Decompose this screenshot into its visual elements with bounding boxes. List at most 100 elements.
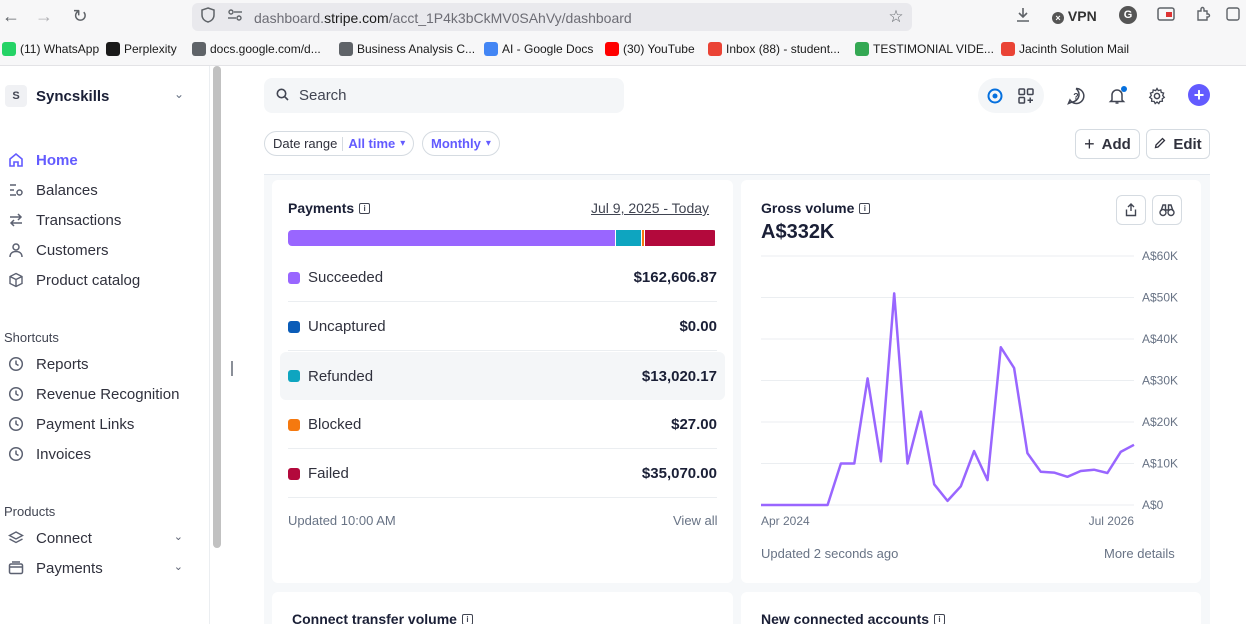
globe-icon: [339, 42, 353, 56]
payment-status-row[interactable]: Succeeded $162,606.87: [288, 254, 717, 302]
profile-avatar[interactable]: G: [1119, 6, 1137, 26]
extensions-icon[interactable]: [1195, 6, 1211, 26]
bookmark-item[interactable]: AI - Google Docs: [484, 42, 593, 56]
transactions-icon: [7, 211, 25, 229]
sidebar-item-label: Payments: [36, 559, 103, 577]
new-connected-accounts-title-text: New connected accounts: [761, 611, 930, 624]
sidebar-item-customers[interactable]: Customers: [7, 238, 197, 262]
info-icon[interactable]: i: [359, 202, 371, 214]
bookmark-item[interactable]: (11) WhatsApp: [2, 42, 99, 56]
payment-status-value: $162,606.87: [633, 269, 717, 286]
info-icon[interactable]: i: [859, 202, 871, 214]
bar-segment-failed: [644, 230, 715, 246]
vpn-indicator[interactable]: × VPN: [1052, 6, 1097, 26]
sidebar-item-label: Connect: [36, 529, 92, 547]
add-button[interactable]: + Add: [1075, 129, 1140, 159]
connect-transfer-card: [272, 592, 733, 624]
info-icon[interactable]: i: [934, 613, 946, 624]
payment-status-row[interactable]: Refunded $13,020.17: [280, 352, 725, 400]
chevron-down-icon: ▾: [400, 138, 406, 149]
payments-title: Payments i: [288, 200, 371, 216]
sidebar-item-product-catalog[interactable]: Product catalog: [7, 268, 197, 292]
share-button[interactable]: [1116, 195, 1146, 225]
interval-filter[interactable]: Monthly ▾: [422, 131, 500, 156]
bookmark-item[interactable]: Jacinth Solution Mail: [1001, 42, 1129, 56]
address-bar[interactable]: dashboard.stripe.com/acct_1P4k3bCkMV0SAh…: [192, 3, 912, 31]
profile-initial: G: [1119, 6, 1137, 24]
sidebar-item-payments[interactable]: Payments ⌄: [7, 556, 197, 580]
payment-status-label: Refunded: [308, 367, 374, 385]
sidebar-resize-handle[interactable]: [231, 361, 233, 376]
notifications-icon[interactable]: [1105, 84, 1129, 108]
payments-breakdown-bar: [288, 230, 717, 246]
assistant-icon[interactable]: [983, 84, 1007, 108]
download-icon[interactable]: [1014, 6, 1032, 26]
reload-icon[interactable]: ↻: [72, 6, 88, 26]
help-icon[interactable]: ?: [1064, 84, 1088, 108]
binoculars-icon: [1159, 204, 1175, 217]
sidebar-item-label: Payment Links: [36, 415, 135, 433]
search-input[interactable]: [299, 87, 599, 104]
new-connected-accounts-title: New connected accounts i: [761, 611, 946, 624]
account-switcher[interactable]: S Syncskills ⌄: [5, 85, 190, 107]
bookmark-item[interactable]: TESTIMONIAL VIDE...: [855, 42, 994, 56]
connect-icon: [7, 529, 25, 547]
sidebar-scrollbar[interactable]: [213, 66, 221, 548]
share-icon: [1125, 203, 1137, 217]
shield-icon[interactable]: [198, 7, 218, 27]
perplexity-icon: [106, 42, 120, 56]
clock-icon: [7, 445, 25, 463]
sidebar-item-connect[interactable]: Connect ⌄: [7, 526, 197, 550]
sidebar-item-revenue-recognition[interactable]: Revenue Recognition: [7, 382, 197, 406]
sidebar-item-reports[interactable]: Reports: [7, 352, 197, 376]
create-plus-button[interactable]: +: [1188, 84, 1210, 106]
plus-icon: +: [1084, 133, 1095, 154]
bookmark-item[interactable]: (30) YouTube: [605, 42, 695, 56]
browser-toolbar: ← → ↻ dashboard.stripe.com/acct_1P4k3bCk…: [0, 0, 1246, 33]
sidebar-item-label: Customers: [36, 241, 109, 259]
connect-transfer-title: Connect transfer volume i: [292, 611, 473, 624]
date-range-filter[interactable]: Date range All time ▾: [264, 131, 415, 156]
bookmark-item[interactable]: Business Analysis C...: [339, 42, 475, 56]
status-color-swatch: [288, 370, 300, 382]
sidebar-item-transactions[interactable]: Transactions: [7, 208, 197, 232]
payments-date-range-link[interactable]: Jul 9, 2025 - Today: [591, 200, 710, 216]
gross-volume-value: A$332K: [761, 221, 835, 243]
back-icon[interactable]: ←: [2, 6, 20, 26]
sidebar-item-label: Product catalog: [36, 271, 141, 289]
forward-icon[interactable]: →: [35, 6, 53, 26]
sidebar-item-payment-links[interactable]: Payment Links: [7, 412, 197, 436]
whatsapp-icon: [2, 42, 16, 56]
payment-status-row[interactable]: Failed $35,070.00: [288, 450, 717, 498]
sidebar-item-invoices[interactable]: Invoices: [7, 442, 197, 466]
edit-label: Edit: [1173, 135, 1202, 153]
gross-volume-more-details-link[interactable]: More details: [1104, 546, 1175, 561]
site-permissions-icon[interactable]: [225, 7, 245, 27]
url-text[interactable]: dashboard.stripe.com/acct_1P4k3bCkMV0SAh…: [254, 10, 632, 26]
url-path: /acct_1P4k3bCkMV0SAhVy/dashboard: [388, 10, 632, 26]
sidebar-item-balances[interactable]: Balances: [7, 178, 197, 202]
info-icon[interactable]: i: [461, 613, 473, 624]
interval-value: Monthly: [431, 136, 481, 151]
payments-icon: [7, 559, 25, 577]
payment-status-row[interactable]: Uncaptured $0.00: [288, 303, 717, 351]
bookmark-item[interactable]: docs.google.com/d...: [192, 42, 321, 56]
payment-status-label: Blocked: [308, 416, 362, 433]
customers-icon: [7, 241, 25, 259]
payment-status-row[interactable]: Blocked $27.00: [288, 401, 717, 449]
screenshot-icon[interactable]: [1157, 6, 1175, 26]
payments-view-all-link[interactable]: View all: [673, 513, 718, 528]
settings-icon[interactable]: [1145, 84, 1169, 108]
series-line[interactable]: [761, 292, 1135, 507]
bookmark-star-icon[interactable]: ☆: [888, 7, 904, 26]
bookmark-item[interactable]: Inbox (88) - student...: [708, 42, 840, 56]
sidebar-item-label: Transactions: [36, 211, 122, 229]
explore-button[interactable]: [1152, 195, 1182, 225]
gross-volume-title: Gross volume i: [761, 200, 871, 216]
menu-icon[interactable]: [1226, 6, 1240, 26]
sidebar-item-home[interactable]: Home: [7, 148, 197, 172]
edit-button[interactable]: Edit: [1146, 129, 1210, 159]
search-box[interactable]: [264, 78, 624, 113]
bookmark-item[interactable]: Perplexity: [106, 42, 177, 56]
apps-icon[interactable]: [1014, 84, 1038, 108]
